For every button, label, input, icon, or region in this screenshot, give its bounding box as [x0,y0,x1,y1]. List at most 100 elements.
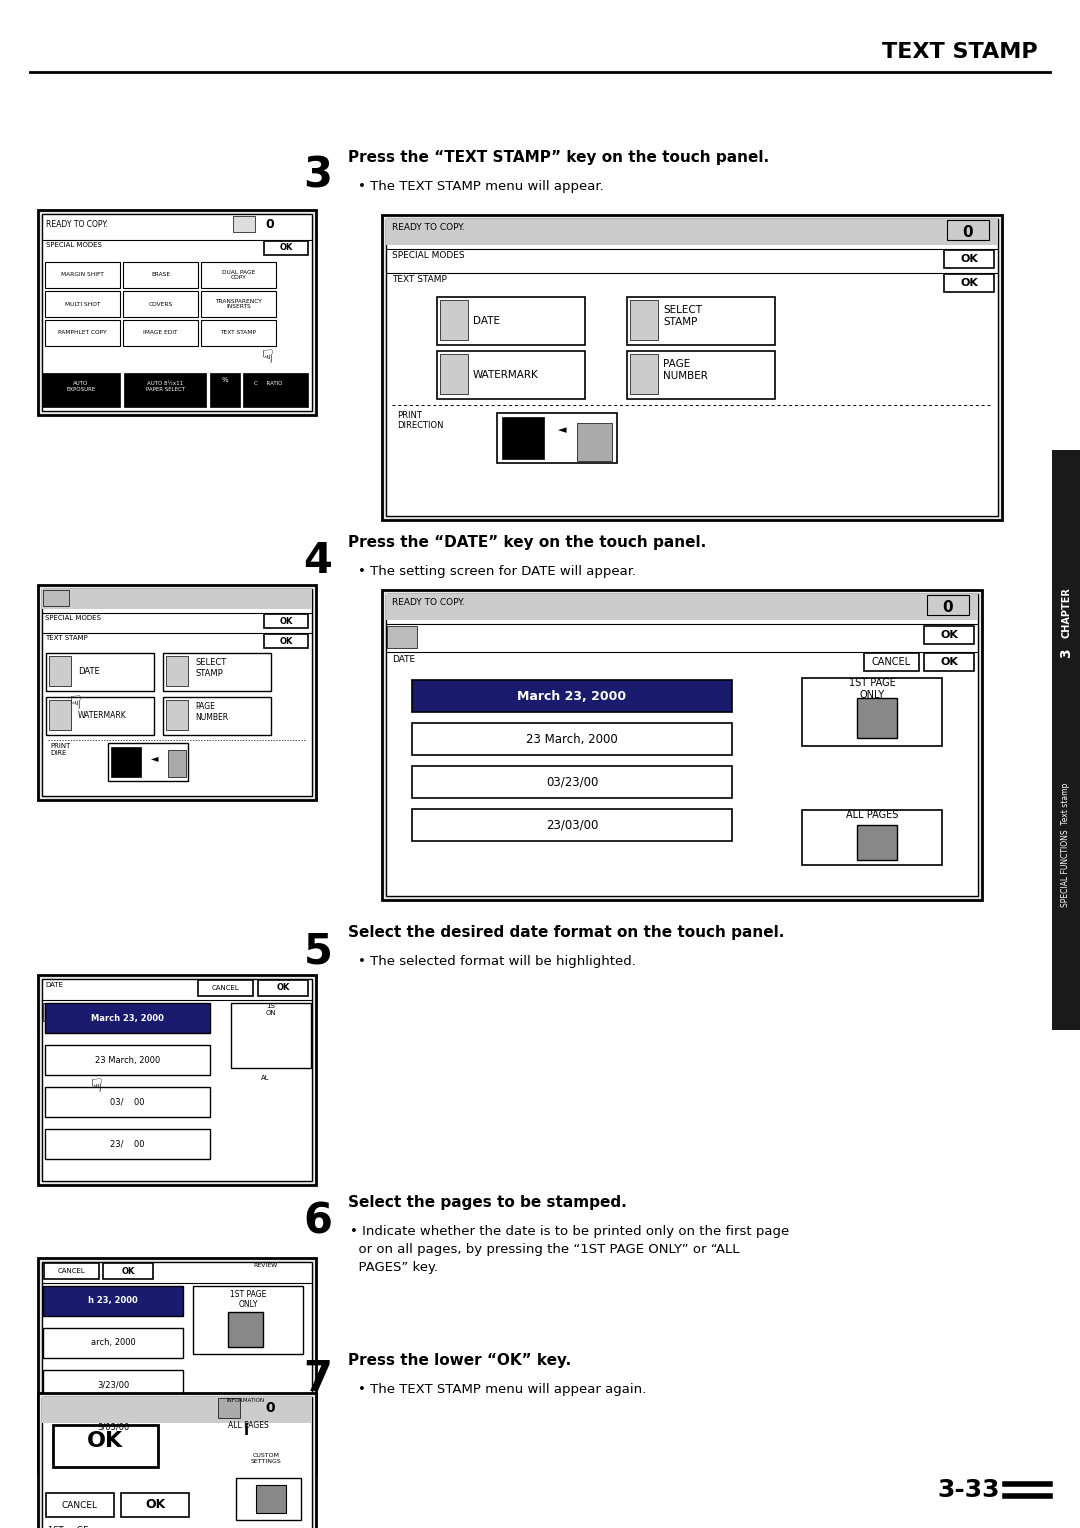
Text: 6: 6 [303,1199,333,1242]
Bar [411,766,732,798]
Text: 23 March, 2000: 23 March, 2000 [95,1056,160,1065]
Text: DATE: DATE [473,316,500,325]
Text: PAGES” key.: PAGES” key. [350,1261,438,1274]
Bar [163,652,271,691]
Bar [103,1264,153,1279]
Bar [924,626,974,643]
Text: SPECIAL MODES: SPECIAL MODES [46,241,102,248]
Bar [497,413,617,463]
Bar [411,808,732,840]
Text: 1ST PAGE
ONLY: 1ST PAGE ONLY [849,678,895,700]
Bar [944,274,994,292]
Bar [45,1129,210,1160]
Bar [45,319,120,345]
Bar [502,417,544,458]
Bar [43,1002,63,1021]
Bar [387,626,417,648]
Text: DATE: DATE [45,983,63,989]
Text: • Indicate whether the date is to be printed only on the first page: • Indicate whether the date is to be pri… [350,1225,789,1238]
Text: AL: AL [261,1076,270,1080]
Bar [382,590,982,900]
Text: READY TO COPY.: READY TO COPY. [46,220,108,229]
Text: 3: 3 [303,154,333,197]
Bar [42,214,312,411]
Text: ☞: ☞ [256,348,274,364]
Bar [233,215,255,232]
Bar [49,656,71,686]
Bar [802,678,942,746]
Text: 4: 4 [303,539,333,582]
Bar [264,614,308,628]
Bar [231,1002,311,1068]
Text: i: i [243,1423,248,1438]
Bar [42,1397,312,1528]
Text: CUSTOM
SETTINGS: CUSTOM SETTINGS [251,1453,282,1464]
Text: 7: 7 [303,1358,333,1400]
Text: READY TO COPY.: READY TO COPY. [392,223,464,232]
Text: SPECIAL MODES: SPECIAL MODES [392,251,464,260]
Bar [42,1397,312,1423]
Bar [802,810,942,865]
Text: Press the “DATE” key on the touch panel.: Press the “DATE” key on the touch panel. [348,535,706,550]
Text: OK: OK [121,1267,135,1276]
Bar [264,634,308,648]
Text: Select the desired date format on the touch panel.: Select the desired date format on the to… [348,924,784,940]
Bar [42,1262,312,1468]
Bar [42,588,312,610]
Text: MARGIN SHIFT: MARGIN SHIFT [62,272,104,278]
Text: TEXT STAMP: TEXT STAMP [45,636,87,642]
Bar [123,290,198,316]
Text: TEXT STAMP: TEXT STAMP [882,41,1038,63]
Text: 1S
ON: 1S ON [266,1002,276,1016]
Bar [228,1436,264,1464]
Bar [858,825,897,860]
Bar [38,585,316,801]
Text: h 23, 2000: h 23, 2000 [89,1296,138,1305]
Bar [166,656,188,686]
Bar [38,975,316,1186]
Bar [256,1485,286,1513]
Text: DATE: DATE [78,668,99,677]
Bar [45,261,120,287]
Text: DATE: DATE [392,656,415,665]
Text: 3-33: 3-33 [937,1478,1000,1502]
Text: CANCEL: CANCEL [62,1500,98,1510]
Text: 23 March, 2000: 23 March, 2000 [526,732,618,746]
Bar [38,1258,316,1473]
Bar [630,299,658,341]
Bar [123,261,198,287]
Bar [46,652,154,691]
Text: CANCEL: CANCEL [212,986,240,992]
Text: • The selected format will be highlighted.: • The selected format will be highlighte… [357,955,636,969]
Bar [201,290,276,316]
Bar [38,209,316,416]
Text: PAMPHLET COPY: PAMPHLET COPY [58,330,107,336]
Text: PAGE
NUMBER: PAGE NUMBER [663,359,707,380]
Bar [927,594,969,614]
Text: ERASE: ERASE [151,272,170,278]
Text: SPECIAL MODES: SPECIAL MODES [45,614,100,620]
Text: Press the lower “OK” key.: Press the lower “OK” key. [348,1352,571,1368]
Text: 1ST     GE
ONL: 1ST GE ONL [48,1526,89,1528]
Bar [43,590,69,607]
Text: REVIEW: REVIEW [254,1264,279,1268]
Bar [43,1412,183,1442]
Text: 23/03/00: 23/03/00 [545,819,598,831]
Text: AUTO
EXPOSURE: AUTO EXPOSURE [66,380,96,391]
Bar [437,296,585,345]
Text: March 23, 2000: March 23, 2000 [517,689,626,703]
Text: SELECT
STAMP: SELECT STAMP [663,306,702,327]
Text: PAGE
NUMBER: PAGE NUMBER [195,703,228,721]
Text: ◄: ◄ [151,753,159,762]
Bar [411,680,732,712]
Bar [864,652,919,671]
Text: OK: OK [145,1499,165,1511]
Text: ☞: ☞ [85,1077,103,1093]
Text: WATERMARK: WATERMARK [78,712,126,721]
Text: Select the pages to be stamped.: Select the pages to be stamped. [348,1195,626,1210]
Text: or on all pages, by pressing the “1ST PAGE ONLY” or “ALL: or on all pages, by pressing the “1ST PA… [350,1242,740,1256]
Bar [386,594,978,620]
Bar [42,979,312,1181]
Bar [437,351,585,399]
Text: OK: OK [940,630,958,640]
